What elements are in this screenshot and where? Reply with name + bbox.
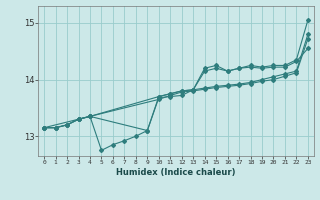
X-axis label: Humidex (Indice chaleur): Humidex (Indice chaleur) bbox=[116, 168, 236, 177]
